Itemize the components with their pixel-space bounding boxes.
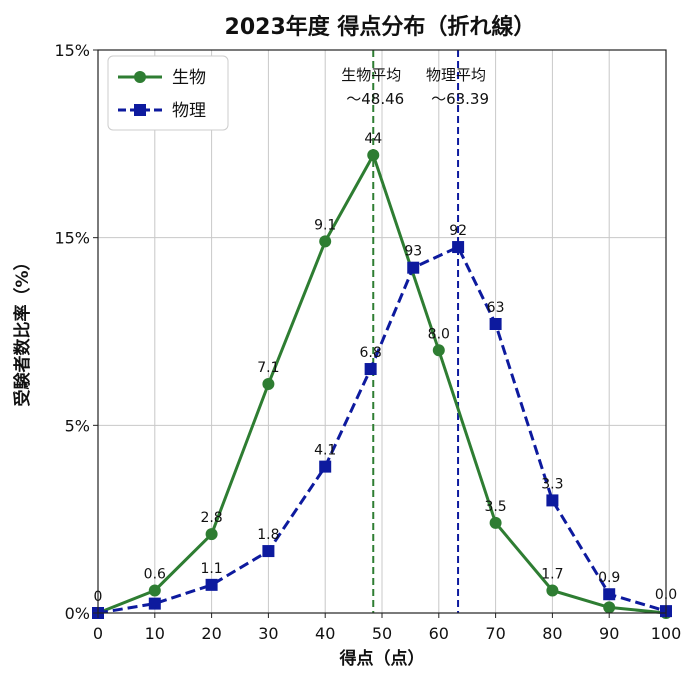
- y-tick-label-1: 5%: [65, 416, 90, 435]
- series-0-point-4: [319, 235, 332, 248]
- x-tick-label-4: 40: [315, 624, 335, 643]
- grid: [98, 50, 666, 613]
- x-tick-label-6: 60: [429, 624, 449, 643]
- x-tick-label-7: 70: [485, 624, 505, 643]
- series-1-label-10: 0.9: [598, 570, 620, 586]
- mean-label-0-line2: ～48.46: [346, 90, 404, 108]
- y-tick-label-3: 15%: [54, 41, 90, 60]
- series-0-point-8: [546, 584, 559, 597]
- x-tick-label-3: 30: [258, 624, 278, 643]
- chart-title: 2023年度 得点分布（折れ線）: [225, 14, 536, 40]
- y-axis-label: 受験者数比率（%）: [12, 253, 33, 406]
- legend-label-1: 物理: [172, 101, 206, 121]
- series-0-label-7: 3.5: [484, 499, 506, 515]
- series-1-point-10: [603, 588, 616, 601]
- legend-marker-0: [134, 71, 146, 83]
- series-1-point-5: [364, 363, 377, 376]
- series-0-label-3: 7.1: [257, 360, 279, 376]
- series-1-point-2: [205, 578, 218, 591]
- x-tick-label-2: 20: [201, 624, 221, 643]
- series-1-point-6: [407, 261, 420, 274]
- mean-label-1-line1: 物理平均: [426, 66, 486, 84]
- x-tick-label-5: 50: [372, 624, 392, 643]
- series-1-label-3: 1.8: [257, 527, 279, 543]
- series-1-label-5: 6.8: [360, 345, 382, 361]
- series-0-point-7: [489, 516, 502, 529]
- y-tick-label-0: 0%: [65, 604, 90, 623]
- series-0-point-5: [367, 149, 380, 162]
- y-tick-label-2: 15%: [54, 229, 90, 248]
- series-0-label-0: 0: [94, 589, 103, 605]
- legend-label-0: 生物: [172, 68, 206, 88]
- mean-label-1-line2: ～63.39: [431, 90, 489, 108]
- series-0-point-3: [262, 378, 275, 391]
- series-0-label-8: 1.7: [541, 566, 563, 582]
- series-0-point-6: [432, 344, 445, 357]
- x-tick-label-8: 80: [542, 624, 562, 643]
- x-tick-label-1: 10: [145, 624, 165, 643]
- series-1-point-7: [452, 241, 465, 254]
- mean-label-0-line1: 生物平均: [341, 66, 401, 84]
- series-0-label-5: 44: [364, 131, 382, 147]
- series-1-label-4: 4.1: [314, 443, 336, 459]
- series-0-label-6: 8.0: [428, 326, 450, 342]
- legend-marker-1: [134, 104, 146, 116]
- series-0-point-9: [603, 601, 616, 614]
- series-line-1: [97, 245, 667, 615]
- series-1-label-6: 93: [404, 244, 422, 260]
- series-1-point-8: [489, 317, 502, 330]
- series-1-label-7: 92: [449, 223, 467, 239]
- x-tick-label-10: 100: [651, 624, 682, 643]
- series-0-label-4: 9.1: [314, 217, 336, 233]
- series-0-point-2: [205, 528, 218, 541]
- series-1-label-2: 1.1: [200, 561, 222, 577]
- series-1-point-4: [319, 460, 332, 473]
- series-1-label-11: 0.0: [655, 587, 677, 603]
- series-1-point-3: [262, 545, 275, 558]
- series-0-label-1: 0.6: [144, 566, 166, 582]
- legend-box: [107, 55, 229, 131]
- series: [92, 149, 672, 619]
- series-1-point-9: [546, 494, 559, 507]
- mean-lines: [372, 50, 460, 613]
- series-1-point-1: [148, 597, 161, 610]
- data-labels: 生物平均 ～48.46 物理平均 ～63.39 0 0.6 2.8 7.1 9.1 44 8.0 3.…: [94, 66, 678, 605]
- x-tick-label-9: 90: [599, 624, 619, 643]
- series-0-point-1: [148, 584, 161, 597]
- series-1-label-9: 3.3: [541, 476, 563, 492]
- series-1-label-8: 63: [487, 300, 505, 316]
- series-0-label-2: 2.8: [200, 510, 222, 526]
- x-tick-label-0: 0: [93, 624, 103, 643]
- x-axis-label: 得点（点）: [339, 648, 425, 669]
- axes: 0 10 20 30 40 50 60 70 80 90 100 0% 5% 15% 15%: [54, 41, 681, 643]
